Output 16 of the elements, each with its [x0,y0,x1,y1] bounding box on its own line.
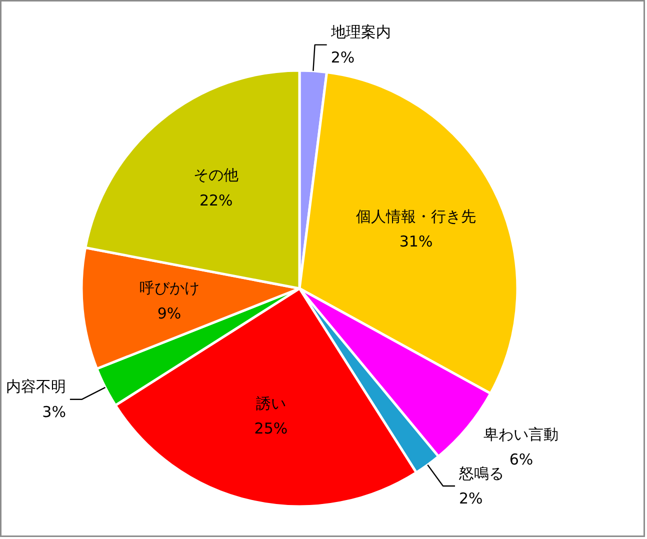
data-label: 9% [157,304,182,322]
data-label: 31% [399,232,433,251]
data-label: 22% [199,191,233,210]
slice-label: 内容不明 [6,378,66,396]
data-label: 3% [42,402,66,421]
slice-label: 個人情報・行き先 [356,208,476,226]
slice-label: 地理案内 [330,23,391,42]
slice-label: 呼びかけ [139,279,200,298]
slice-label: 誘い [256,394,286,413]
data-label: 2% [459,490,483,508]
data-label: 2% [330,48,355,66]
data-label: 25% [254,420,288,438]
slice-label: 卑わい言動 [484,425,559,444]
data-label: 6% [509,450,534,469]
slice-label: 怒鳴る [458,464,504,482]
slice-label: その他 [194,166,239,184]
